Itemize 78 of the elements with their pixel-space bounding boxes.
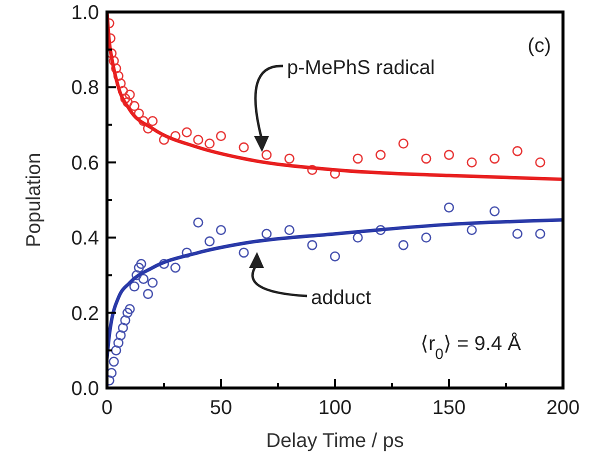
point xyxy=(238,248,249,258)
point xyxy=(170,262,180,273)
annotation: ⟨r$_{0}$⟩ = 9.4 Å xyxy=(420,332,522,362)
point xyxy=(216,225,226,236)
point xyxy=(376,150,386,160)
point xyxy=(284,154,294,164)
line-series xyxy=(107,218,563,360)
point xyxy=(262,150,272,160)
x-tick-label: 200 xyxy=(546,397,580,419)
point xyxy=(116,330,126,340)
point xyxy=(490,154,500,164)
point xyxy=(129,281,140,292)
point xyxy=(124,304,135,314)
point xyxy=(193,218,204,228)
point xyxy=(132,270,142,280)
point xyxy=(204,236,215,246)
point xyxy=(129,100,140,112)
x-tick-label: 100 xyxy=(318,397,352,419)
point xyxy=(158,258,170,269)
point xyxy=(490,206,500,216)
y-tick-label: 1.0 xyxy=(71,2,99,24)
x-tick-label: 150 xyxy=(432,397,466,419)
y-tick-label: 0.0 xyxy=(71,378,99,400)
point xyxy=(444,150,454,160)
point xyxy=(124,90,135,100)
y-tick-label: 0.8 xyxy=(71,77,99,100)
point xyxy=(182,127,192,138)
y-tick-label: 0.4 xyxy=(71,228,99,250)
point xyxy=(111,345,122,356)
point xyxy=(398,240,408,250)
y-tick-label: 0.2 xyxy=(71,302,99,325)
annotation: (c) xyxy=(528,35,551,57)
point xyxy=(398,138,408,149)
point xyxy=(512,228,522,239)
point xyxy=(138,116,149,126)
point xyxy=(421,154,432,164)
y-tick-label: 0.6 xyxy=(71,152,99,174)
point xyxy=(148,116,158,126)
y-axis-title: Population xyxy=(23,152,45,248)
point xyxy=(122,308,133,318)
point xyxy=(113,338,124,348)
point xyxy=(535,228,546,239)
point xyxy=(466,225,477,236)
point xyxy=(262,228,272,239)
point xyxy=(307,240,318,250)
x-tick-label: 0 xyxy=(101,397,113,419)
point xyxy=(182,248,192,258)
point xyxy=(148,278,158,288)
point xyxy=(108,56,119,66)
annotation: adduct xyxy=(311,287,372,309)
point xyxy=(204,138,215,149)
point xyxy=(134,108,144,119)
x-tick-label: 50 xyxy=(210,397,232,419)
point xyxy=(216,131,226,142)
point xyxy=(535,157,546,168)
point xyxy=(120,315,130,326)
point xyxy=(108,356,119,367)
point xyxy=(138,274,149,284)
point xyxy=(193,134,204,145)
point xyxy=(352,154,363,164)
point xyxy=(284,225,294,236)
point xyxy=(466,157,477,168)
point xyxy=(330,251,340,262)
point xyxy=(238,142,249,152)
annotation: p-MePhS radical xyxy=(287,57,435,79)
point xyxy=(142,288,154,300)
point xyxy=(136,258,146,269)
point xyxy=(421,232,432,243)
point xyxy=(107,368,117,378)
line-series xyxy=(107,12,563,182)
point xyxy=(444,202,454,213)
point xyxy=(352,232,363,243)
point xyxy=(118,322,128,333)
point xyxy=(307,164,318,175)
point xyxy=(376,225,386,236)
point xyxy=(134,262,144,273)
x-axis-title: Delay Time / ps xyxy=(266,430,404,452)
point xyxy=(512,146,522,156)
